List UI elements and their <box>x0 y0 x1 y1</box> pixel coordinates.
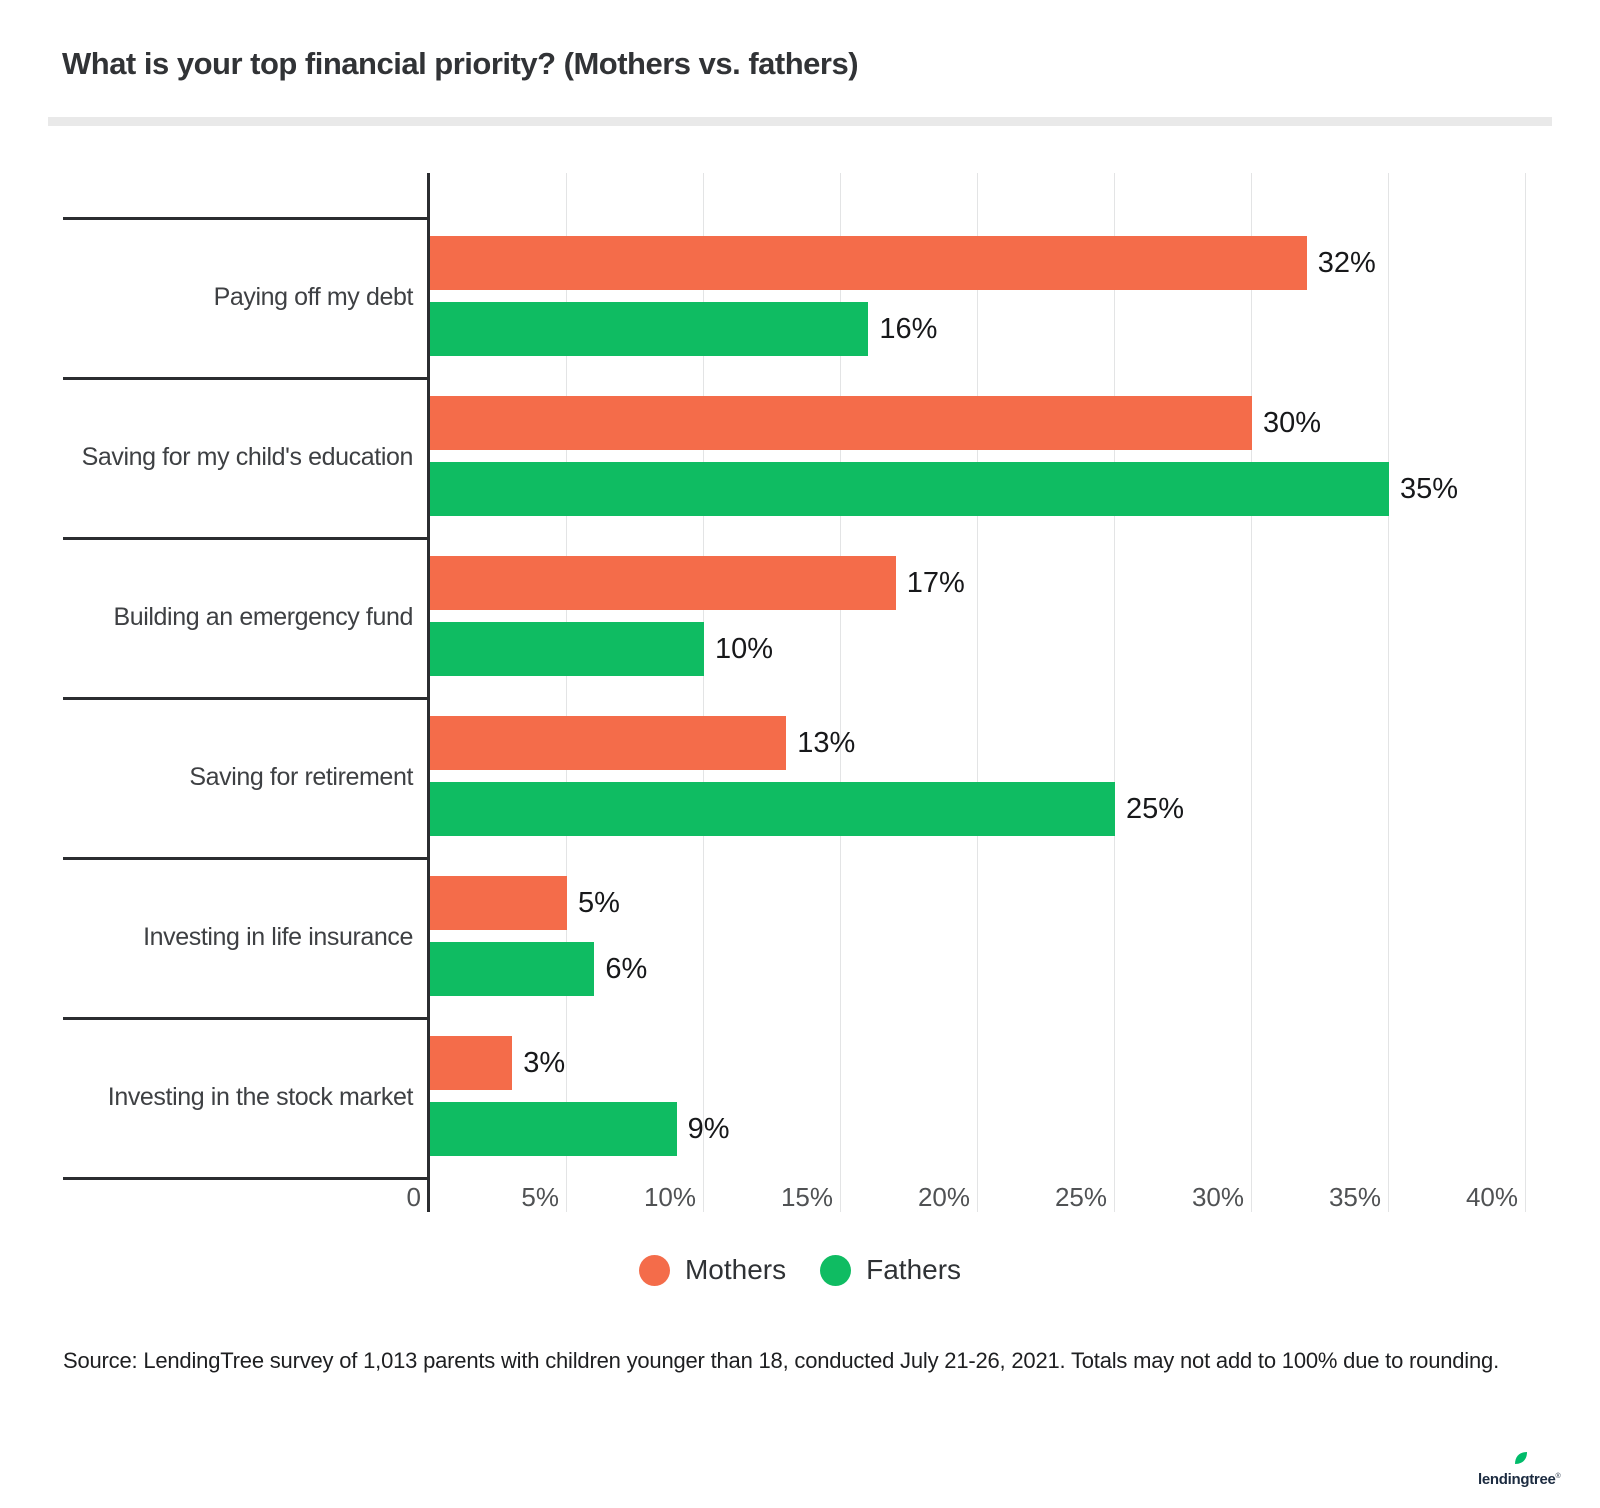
category-label: Saving for my child's education <box>81 442 414 471</box>
mothers-bar <box>430 716 787 770</box>
legend-swatch-mothers <box>638 1254 670 1286</box>
y-axis-line <box>427 173 430 1212</box>
mothers-bar <box>430 236 1307 290</box>
mothers-value-label: 30% <box>1263 406 1322 439</box>
category-label: Investing in life insurance <box>143 922 413 951</box>
fathers-value-label: 35% <box>1400 472 1459 505</box>
row-separator <box>63 857 430 860</box>
row-separator <box>63 217 430 220</box>
x-tick-label: 25% <box>1054 1181 1107 1212</box>
fathers-bar <box>430 302 869 356</box>
grouped-bar-chart: Paying off my debt 32% 16% Saving for my ch… <box>63 173 1526 1212</box>
mothers-bar <box>430 876 567 930</box>
fathers-bar <box>430 462 1389 516</box>
title-divider <box>48 117 1552 126</box>
fathers-bar <box>430 942 595 996</box>
legend-label: Mothers <box>684 1254 787 1285</box>
leaf-icon <box>1515 1452 1527 1464</box>
gridline <box>977 173 978 1212</box>
x-tick-label: 35% <box>1328 1181 1381 1212</box>
gridline <box>1388 173 1389 1212</box>
mothers-value-label: 3% <box>523 1046 566 1079</box>
row-separator <box>63 1177 430 1180</box>
logo-text: lendingtree® <box>1478 1471 1561 1488</box>
legend-swatch-fathers <box>820 1254 852 1286</box>
mothers-bar <box>430 396 1252 450</box>
lendingtree-logo: lendingtree® <box>1478 1450 1570 1492</box>
gridline <box>703 173 704 1212</box>
fathers-value-label: 10% <box>715 632 774 665</box>
x-tick-label: 5% <box>521 1181 559 1212</box>
x-tick-label: 20% <box>917 1181 970 1212</box>
x-tick-label: 0 <box>406 1181 421 1212</box>
x-tick-label: 15% <box>780 1181 833 1212</box>
source-note: Source: LendingTree survey of 1,013 pare… <box>63 1348 1499 1373</box>
gridline <box>1114 173 1115 1212</box>
x-tick-label: 30% <box>1191 1181 1244 1212</box>
gridline <box>1525 173 1526 1212</box>
legend-item: Fathers <box>820 1254 961 1286</box>
fathers-bar <box>430 622 704 676</box>
fathers-value-label: 6% <box>605 952 648 985</box>
category-label: Building an emergency fund <box>113 602 413 631</box>
row-separator <box>63 697 430 700</box>
gridline <box>1251 173 1252 1212</box>
x-tick-label: 40% <box>1465 1181 1518 1212</box>
mothers-value-label: 5% <box>578 886 620 919</box>
row-separator <box>63 377 430 380</box>
mothers-value-label: 32% <box>1317 246 1376 279</box>
legend-label: Fathers <box>866 1254 962 1285</box>
legend-item: Mothers <box>638 1254 787 1286</box>
mothers-value-label: 17% <box>906 566 965 599</box>
gridline <box>566 173 567 1212</box>
x-tick-label: 10% <box>643 1181 696 1212</box>
fathers-value-label: 16% <box>879 312 938 345</box>
category-label: Saving for retirement <box>189 762 413 791</box>
row-separator <box>63 1017 430 1020</box>
fathers-value-label: 9% <box>687 1112 730 1145</box>
fathers-value-label: 25% <box>1126 792 1185 825</box>
row-separator <box>63 537 430 540</box>
legend: Mothers Fathers <box>0 1248 1600 1292</box>
category-label: Paying off my debt <box>213 282 414 311</box>
mothers-value-label: 13% <box>797 726 856 759</box>
fathers-bar <box>430 782 1115 836</box>
gridline <box>840 173 841 1212</box>
mothers-bar <box>430 1036 513 1090</box>
mothers-bar <box>430 556 896 610</box>
chart-title: What is your top financial priority? (Mo… <box>62 46 859 81</box>
fathers-bar <box>430 1102 677 1156</box>
category-label: Investing in the stock market <box>107 1082 414 1111</box>
registered-mark: ® <box>1555 1473 1561 1480</box>
